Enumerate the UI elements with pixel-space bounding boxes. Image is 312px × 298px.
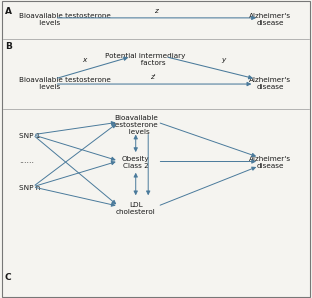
Text: A: A (5, 7, 12, 16)
Text: Bioavailable testosterone
         levels: Bioavailable testosterone levels (19, 13, 110, 26)
Text: ......: ...... (19, 156, 34, 165)
Text: LDL
cholesterol: LDL cholesterol (116, 202, 156, 215)
Text: Alzheimer's
disease: Alzheimer's disease (249, 77, 291, 90)
Text: C: C (5, 273, 11, 282)
Text: Alzheimer's
disease: Alzheimer's disease (249, 13, 291, 26)
Text: SNP 1: SNP 1 (19, 133, 40, 139)
Text: Potential intermediary
       factors: Potential intermediary factors (105, 53, 185, 66)
Text: Bioavailable
testosterone
   levels: Bioavailable testosterone levels (113, 115, 158, 135)
Text: Bioavailable testosterone
         levels: Bioavailable testosterone levels (19, 77, 110, 90)
Text: x: x (82, 58, 86, 63)
Text: SNP n: SNP n (19, 185, 40, 191)
Text: z: z (154, 8, 158, 14)
Text: z': z' (150, 74, 156, 80)
Text: Obesity
Class 2: Obesity Class 2 (122, 156, 149, 169)
Text: B: B (5, 42, 12, 51)
Text: y: y (221, 58, 225, 63)
Text: Alzheimer's
disease: Alzheimer's disease (249, 156, 291, 169)
